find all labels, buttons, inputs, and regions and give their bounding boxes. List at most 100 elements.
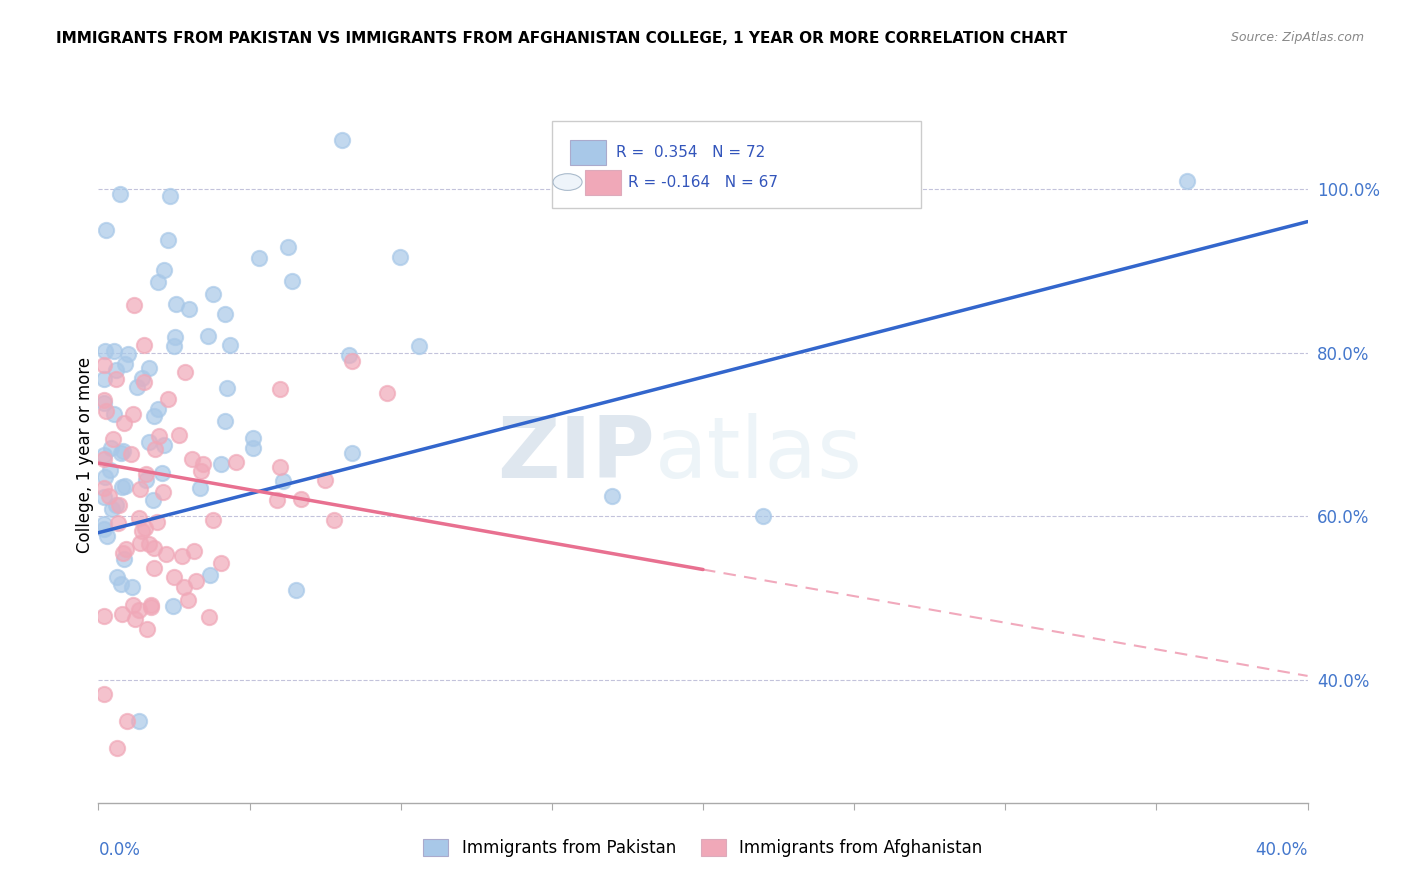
Point — [225, 455, 247, 469]
Point — [94, 222, 117, 236]
Point — [128, 603, 150, 617]
Point — [110, 577, 132, 591]
Point — [96, 529, 118, 543]
Point — [214, 414, 236, 428]
Point — [93, 396, 115, 410]
Point — [152, 485, 174, 500]
Point — [143, 442, 166, 456]
Point — [98, 463, 121, 477]
Point — [219, 338, 242, 352]
Point — [94, 344, 117, 359]
Point — [132, 338, 155, 352]
Point — [183, 544, 205, 558]
Point — [122, 298, 145, 312]
Point — [184, 574, 207, 588]
Point — [150, 466, 173, 480]
Point — [752, 509, 775, 524]
Point — [115, 714, 138, 728]
Point — [180, 452, 202, 467]
Text: R =  0.354   N = 72: R = 0.354 N = 72 — [616, 145, 765, 160]
Point — [107, 516, 129, 531]
Y-axis label: College, 1 year or more: College, 1 year or more — [76, 357, 94, 553]
Point — [138, 537, 160, 551]
Point — [135, 467, 157, 482]
Point — [107, 498, 129, 512]
Point — [201, 513, 224, 527]
Point — [114, 357, 136, 371]
Point — [211, 556, 233, 570]
Legend: Immigrants from Pakistan, Immigrants from Afghanistan: Immigrants from Pakistan, Immigrants fro… — [416, 832, 990, 864]
Point — [156, 233, 179, 247]
Point — [242, 441, 264, 455]
Point — [602, 489, 624, 503]
Point — [111, 607, 134, 621]
Point — [269, 382, 291, 396]
Point — [94, 470, 117, 484]
Point — [190, 464, 212, 478]
Point — [209, 457, 232, 471]
Point — [93, 522, 115, 536]
Point — [330, 133, 353, 147]
Point — [177, 592, 200, 607]
Point — [138, 434, 160, 449]
Point — [408, 339, 430, 353]
Text: atlas: atlas — [655, 413, 863, 497]
Point — [128, 511, 150, 525]
Point — [110, 445, 132, 459]
Point — [93, 491, 115, 505]
Point — [277, 240, 299, 254]
Point — [128, 714, 150, 728]
Point — [339, 348, 361, 362]
Point — [163, 569, 186, 583]
Point — [100, 442, 122, 456]
Point — [375, 385, 398, 400]
Point — [93, 481, 115, 495]
Point — [124, 612, 146, 626]
Point — [198, 568, 221, 582]
Point — [103, 407, 125, 421]
FancyBboxPatch shape — [585, 169, 621, 194]
Point — [169, 428, 191, 442]
FancyBboxPatch shape — [553, 121, 921, 208]
Point — [136, 622, 159, 636]
Point — [115, 541, 138, 556]
Point — [120, 447, 142, 461]
Point — [247, 251, 270, 265]
Point — [174, 366, 197, 380]
Point — [142, 409, 165, 424]
Point — [104, 371, 127, 385]
Point — [101, 501, 124, 516]
Point — [284, 583, 307, 598]
Point — [242, 431, 264, 445]
Point — [132, 375, 155, 389]
Point — [322, 513, 344, 527]
Point — [105, 740, 128, 755]
Point — [143, 541, 166, 555]
Text: ZIP: ZIP — [496, 413, 655, 497]
Point — [290, 491, 312, 506]
Point — [131, 370, 153, 384]
Point — [93, 372, 115, 386]
Point — [198, 610, 221, 624]
FancyBboxPatch shape — [569, 140, 606, 165]
Point — [103, 344, 125, 359]
Point — [121, 407, 143, 421]
Point — [173, 580, 195, 594]
Text: IMMIGRANTS FROM PAKISTAN VS IMMIGRANTS FROM AFGHANISTAN COLLEGE, 1 YEAR OR MORE : IMMIGRANTS FROM PAKISTAN VS IMMIGRANTS F… — [56, 31, 1067, 46]
Point — [156, 392, 179, 406]
Point — [197, 329, 219, 343]
Point — [152, 438, 174, 452]
Point — [128, 482, 150, 496]
Point — [121, 580, 143, 594]
Point — [143, 560, 166, 574]
Point — [94, 403, 117, 417]
Text: 0.0%: 0.0% — [98, 841, 141, 859]
Point — [110, 187, 132, 202]
Point — [105, 570, 128, 584]
Point — [340, 354, 363, 368]
Point — [314, 474, 336, 488]
Point — [117, 347, 139, 361]
Point — [146, 275, 169, 289]
Point — [146, 515, 169, 529]
Point — [340, 446, 363, 460]
